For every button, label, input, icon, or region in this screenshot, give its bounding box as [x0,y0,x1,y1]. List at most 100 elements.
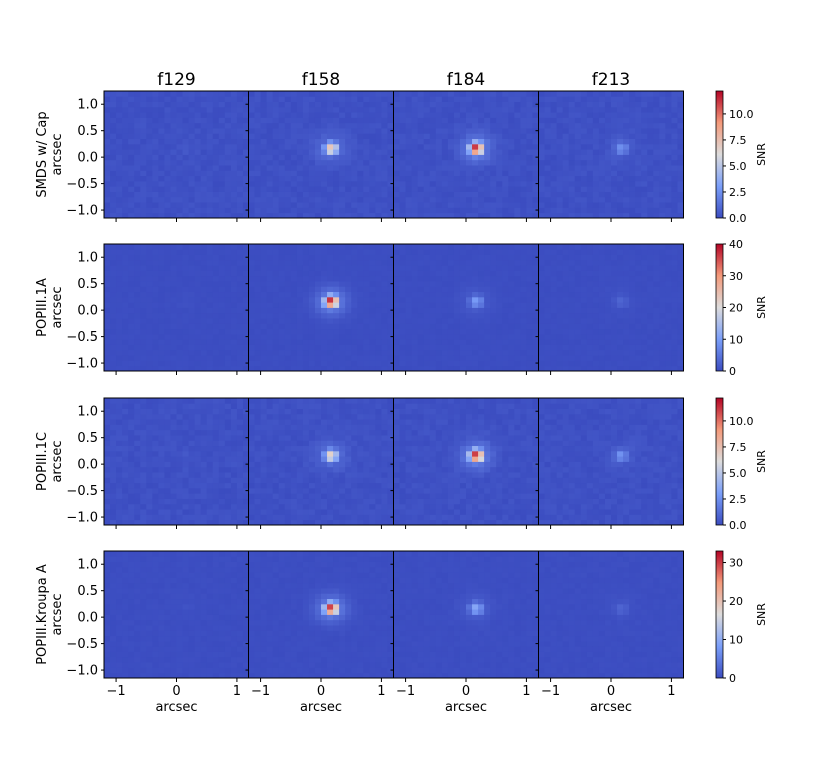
pixel [562,328,570,335]
pixel [140,180,147,187]
pixel [647,138,654,145]
pixel [592,133,600,140]
pixel [665,175,672,182]
pixel [580,355,588,361]
pixel [248,333,255,340]
pixel [538,307,545,314]
pixel [435,149,443,155]
pixel [104,403,111,409]
pixel [447,281,455,287]
pixel [272,170,280,177]
pixel [490,143,497,150]
pixel [230,302,238,308]
pixel [182,180,189,187]
pixel [176,435,183,441]
pixel [224,323,232,330]
pixel [248,170,255,177]
pixel [333,254,340,261]
pixel [321,365,328,372]
pixel [357,244,364,250]
pixel [248,270,255,277]
pixel [242,365,250,372]
pixel [302,323,310,330]
pixel [526,360,533,367]
pixel [182,249,189,255]
pixel [351,101,358,108]
pixel [339,196,346,203]
pixel [544,138,551,145]
pixel [381,159,388,166]
pixel [580,154,588,161]
pixel [357,212,364,219]
pixel [399,355,406,361]
pixel [254,149,261,155]
pixel [568,344,576,351]
pixel [339,344,346,351]
pixel [623,128,630,134]
pixel [611,286,618,293]
pixel [562,133,570,140]
pixel [423,101,431,108]
pixel [236,212,244,219]
pixel [550,249,558,255]
pixel [441,323,449,330]
pixel [296,122,304,129]
pixel [357,286,364,293]
pixel [122,281,129,287]
pixel [200,291,208,298]
pixel [164,138,171,145]
pixel [351,318,358,324]
pixel [308,296,316,303]
pixel [164,344,171,351]
pixel [272,175,280,182]
pixel [363,259,370,266]
pixel [122,509,129,515]
pixel [110,344,117,351]
pixel [623,212,630,219]
panel-r0-c1 [248,90,394,219]
pixel [653,360,660,367]
pixel [472,207,479,214]
pixel [629,154,636,161]
pixel [399,318,406,324]
pixel [345,106,352,113]
pixel [393,312,400,319]
pixel [321,117,328,124]
pixel [629,196,636,203]
pixel [502,143,509,150]
pixel [466,312,473,319]
pixel [212,249,220,255]
pixel [134,445,141,452]
pixel [278,159,286,166]
pixel [134,175,141,182]
pixel [122,514,129,521]
pixel [146,493,153,499]
pixel [333,323,340,330]
pixel [345,355,352,361]
pixel [308,244,316,250]
pixel [200,249,208,255]
pixel [266,249,274,255]
pixel [544,281,551,287]
pixel [369,360,376,367]
pixel [635,296,642,303]
pixel [176,323,183,330]
pixel [272,112,280,118]
pixel [200,349,208,356]
pixel [641,244,648,250]
pixel [598,133,606,140]
pixel [296,265,304,271]
pixel [399,244,406,250]
pixel [272,302,280,308]
pixel [544,202,551,208]
pixel [411,349,419,356]
pixel [580,323,588,330]
pixel [212,191,220,198]
pixel [484,360,491,367]
pixel [647,91,654,97]
pixel [562,323,570,330]
pixel [484,328,491,335]
pixel [611,259,618,266]
pixel [296,175,304,182]
pixel [490,165,497,171]
